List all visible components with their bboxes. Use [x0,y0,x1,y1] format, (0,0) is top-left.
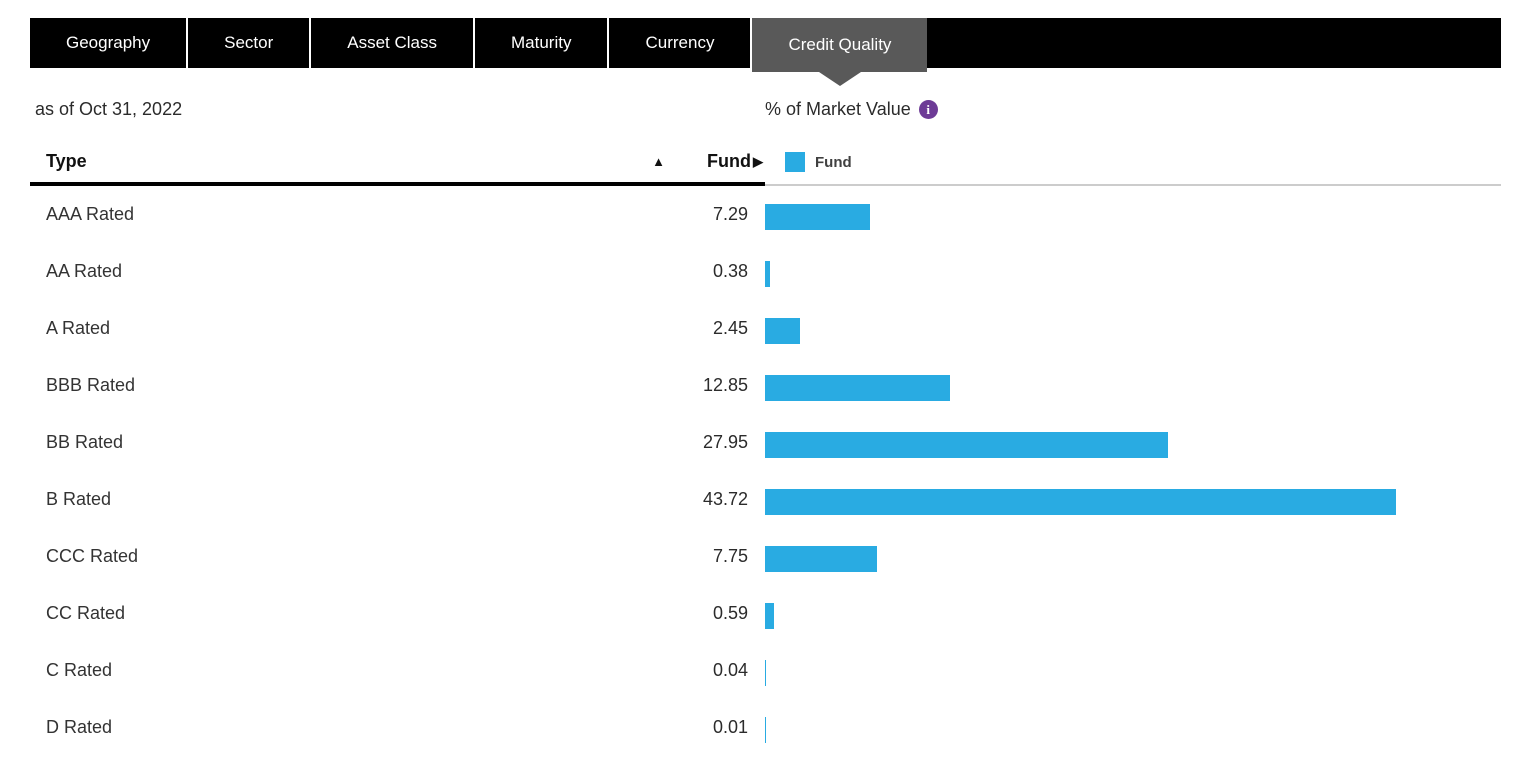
bar-row [765,302,1501,359]
fund-value: 43.72 [702,489,748,509]
fund-bar-chart: Fund [765,140,1501,758]
table-row: AAA Rated 7.29 [30,186,765,243]
tab-label: Sector [224,33,274,52]
tab-currency[interactable]: Currency [609,18,753,68]
rating-type-label: B Rated [46,489,112,509]
tab-label: Maturity [511,33,572,52]
rating-type-label: BB Rated [46,432,124,452]
tab-geography[interactable]: Geography [30,18,189,68]
table-row: CC Rated 0.59 [30,585,765,642]
tab-maturity[interactable]: Maturity [475,18,610,68]
fund-bar [765,260,771,287]
chart-legend[interactable]: Fund [765,140,1501,186]
value-basis-label: % of Market Value [765,98,911,119]
legend-label: Fund [815,153,852,171]
fund-value: 0.38 [712,261,748,281]
tab-sector[interactable]: Sector [188,18,312,68]
table-row: AA Rated 0.38 [30,243,765,300]
fund-value: 27.95 [702,432,748,452]
bar-row [765,188,1501,245]
table-row: B Rated 43.72 [30,471,765,528]
fund-value: 2.45 [712,318,748,338]
tab-asset-class[interactable]: Asset Class [311,18,476,68]
fund-bar [765,203,871,230]
fund-column-header[interactable]: Fund ▶ [707,151,765,172]
fund-column-label: Fund [707,150,751,171]
rating-type-label: A Rated [46,318,111,338]
fund-value: 12.85 [702,375,748,395]
credit-quality-table: Type ▲ Fund ▶ AAA Rated 7.29 AA Rated 0.… [30,140,765,758]
table-row: D Rated 0.01 [30,699,765,756]
tab-bar: Geography Sector Asset Class Maturity Cu… [30,18,1501,86]
tab-label: Credit Quality [788,35,892,54]
value-basis: % of Market Value i [765,99,938,120]
fund-bar [765,317,801,344]
chart-plot-area [765,188,1501,758]
sort-ascending-icon[interactable]: ▲ [652,153,666,169]
rating-type-label: CC Rated [46,603,126,623]
fund-bar [765,659,766,686]
rating-type-label: AAA Rated [46,204,135,224]
table-row: BB Rated 27.95 [30,414,765,471]
fund-value: 0.04 [712,660,748,680]
content: Type ▲ Fund ▶ AAA Rated 7.29 AA Rated 0.… [30,140,1501,758]
expand-icon: ▶ [753,154,763,169]
fund-bar [765,545,877,572]
rating-type-label: BBB Rated [46,375,136,395]
fund-value: 7.29 [712,204,748,224]
tab-credit-quality[interactable]: Credit Quality [752,18,928,86]
bar-row [765,701,1501,758]
fund-value: 0.01 [712,717,748,737]
bar-row [765,644,1501,701]
table-row: C Rated 0.04 [30,642,765,699]
rating-type-label: D Rated [46,717,113,737]
bar-row [765,359,1501,416]
rating-type-label: C Rated [46,660,113,680]
table-header-row: Type ▲ Fund ▶ [30,140,765,186]
meta-row: as of Oct 31, 2022 % of Market Value i [30,98,1501,120]
fund-bar [765,374,951,401]
table-body: AAA Rated 7.29 AA Rated 0.38 A Rated 2.4… [30,186,765,756]
rating-type-label: AA Rated [46,261,123,281]
table-row: CCC Rated 7.75 [30,528,765,585]
fund-value: 0.59 [712,603,748,623]
table-row: BBB Rated 12.85 [30,357,765,414]
bar-row [765,473,1501,530]
tab-label: Asset Class [347,33,438,52]
as-of-date: as of Oct 31, 2022 [35,98,183,119]
type-column-header[interactable]: Type [46,150,87,171]
bar-row [765,416,1501,473]
info-icon[interactable]: i [918,99,938,119]
tab-label: Geography [66,33,151,52]
tab-label: Currency [645,33,715,52]
fund-value: 7.75 [712,546,748,566]
rating-type-label: CCC Rated [46,546,139,566]
fund-bar [765,488,1396,515]
table-row: A Rated 2.45 [30,300,765,357]
bar-row [765,530,1501,587]
bar-row [765,587,1501,644]
fund-bar [765,602,774,629]
legend-swatch-icon [785,152,805,172]
active-tab-caret-icon [818,72,861,86]
bar-row [765,245,1501,302]
fund-bar [765,431,1169,458]
